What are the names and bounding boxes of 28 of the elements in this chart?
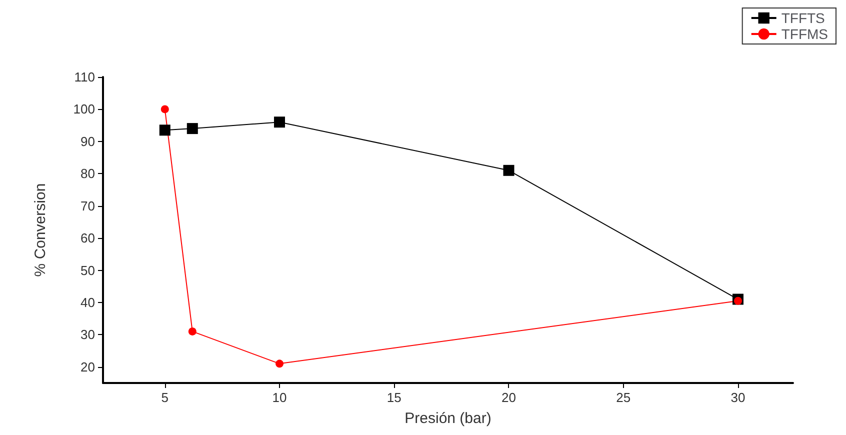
y-tick-label: 110 [74,70,95,84]
legend-label: TFFTS [781,10,825,26]
x-tick-label: 5 [161,390,169,405]
y-tick-label: 60 [80,230,95,246]
x-tick-label: 30 [730,390,746,405]
x-tick-label: 10 [272,390,287,405]
x-tick-label: 15 [386,390,402,405]
point [159,124,170,136]
point [734,296,742,305]
y-axis-title: % Conversion [32,183,49,277]
point [276,360,284,368]
x-tick-label: 25 [616,390,631,405]
y-tick-label: 50 [80,262,95,278]
y-tick-label: 80 [80,166,95,182]
legend-label: TFFMS [781,26,828,42]
y-tick-label: 30 [80,327,95,342]
point [274,116,286,128]
y-tick-label: 20 [80,359,95,374]
y-tick-label: 70 [80,198,95,214]
x-tick-label: 20 [502,390,516,405]
y-tick-label: 40 [80,294,95,310]
point [188,327,196,336]
y-tick-label: 90 [80,134,95,149]
point [186,123,198,134]
x-axis-title: Presión (bar) [404,410,492,427]
point [503,164,514,176]
y-tick-label: 100 [73,102,95,117]
point [160,105,169,114]
